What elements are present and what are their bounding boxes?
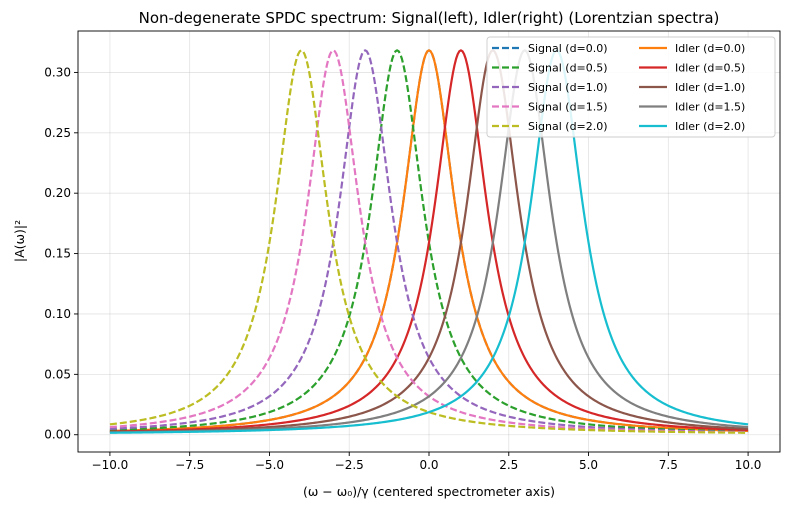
series-line-8 xyxy=(109,49,749,434)
x-tick-label: 10.0 xyxy=(735,458,762,472)
legend-label-6: Signal (d=1.5) xyxy=(528,101,608,114)
series-line-3 xyxy=(109,49,749,433)
series-line-9 xyxy=(109,49,749,434)
x-tick-label: 0.0 xyxy=(419,458,438,472)
y-axis-label: |A(ω)|² xyxy=(12,220,27,262)
legend-label-4: Signal (d=1.0) xyxy=(528,81,608,94)
legend-label-7: Idler (d=1.5) xyxy=(675,101,745,114)
y-tick-label: 0.05 xyxy=(44,367,71,381)
series-line-1 xyxy=(109,49,749,433)
legend-label-9: Idler (d=2.0) xyxy=(675,120,745,133)
y-tick-label: 0.10 xyxy=(44,307,71,321)
tick-layer: −10.0 −7.5 −5.0 −2.5 0.0 2.5 5.0 7.5 10.0 0.00 0.0… xyxy=(44,65,761,472)
x-tick-label: 7.5 xyxy=(659,458,678,472)
x-tick-label: −7.5 xyxy=(175,458,204,472)
y-tick-label: 0.00 xyxy=(44,428,71,442)
y-tick-label: 0.15 xyxy=(44,247,71,261)
y-tick-label: 0.30 xyxy=(44,65,71,79)
x-tick-label: −2.5 xyxy=(335,458,364,472)
x-axis-label: (ω − ω₀)/γ (centered spectrometer axis) xyxy=(303,484,555,499)
legend-label-0: Signal (d=0.0) xyxy=(528,42,608,55)
legend-label-2: Signal (d=0.5) xyxy=(528,62,608,75)
legend-label-3: Idler (d=0.5) xyxy=(675,62,745,75)
x-tick-label: 2.5 xyxy=(499,458,518,472)
x-tick-label: −5.0 xyxy=(255,458,284,472)
y-tick-label: 0.20 xyxy=(44,186,71,200)
legend-label-5: Idler (d=1.0) xyxy=(675,81,745,94)
series-line-2 xyxy=(109,49,749,433)
legend-label-1: Idler (d=0.0) xyxy=(675,42,745,55)
x-tick-label: 5.0 xyxy=(579,458,598,472)
legend: Signal (d=0.0) Idler (d=0.0) Signal (d=0.5… xyxy=(486,36,776,138)
legend-box xyxy=(486,36,776,138)
x-tick-label: −10.0 xyxy=(92,458,129,472)
chart-title: Non-degenerate SPDC spectrum: Signal(lef… xyxy=(139,9,720,27)
legend-label-8: Signal (d=2.0) xyxy=(528,120,608,133)
y-tick-label: 0.25 xyxy=(44,126,71,140)
series-layer xyxy=(109,49,749,434)
